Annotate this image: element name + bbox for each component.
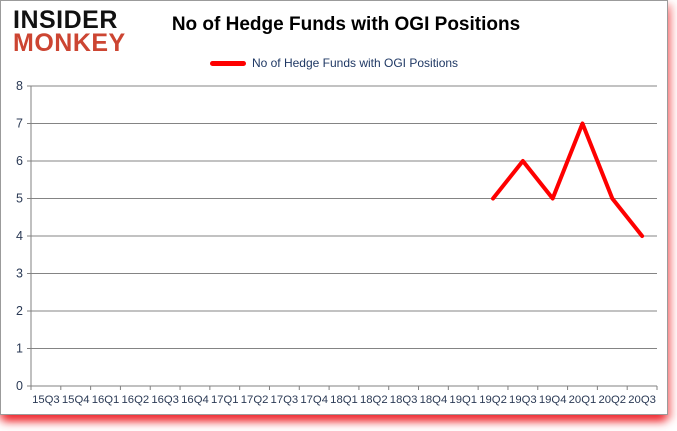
svg-text:19Q1: 19Q1 <box>449 394 477 406</box>
legend-label: No of Hedge Funds with OGI Positions <box>251 56 459 70</box>
svg-text:20Q1: 20Q1 <box>569 394 597 406</box>
legend-line-swatch <box>209 60 246 66</box>
svg-text:16Q3: 16Q3 <box>151 394 179 406</box>
svg-text:16Q4: 16Q4 <box>181 394 209 406</box>
svg-text:15Q4: 15Q4 <box>62 394 90 406</box>
svg-text:7: 7 <box>16 117 23 131</box>
svg-text:18Q2: 18Q2 <box>360 394 388 406</box>
legend: No of Hedge Funds with OGI Positions <box>1 56 667 70</box>
svg-text:19Q4: 19Q4 <box>539 394 567 406</box>
svg-text:8: 8 <box>16 79 23 93</box>
svg-text:15Q3: 15Q3 <box>32 394 60 406</box>
svg-text:16Q2: 16Q2 <box>122 394 150 406</box>
chart-card: INSIDER MONKEY No of Hedge Funds with OG… <box>0 0 668 415</box>
svg-text:4: 4 <box>16 229 23 243</box>
svg-text:19Q3: 19Q3 <box>509 394 537 406</box>
svg-text:3: 3 <box>16 267 23 281</box>
svg-text:2: 2 <box>16 304 23 318</box>
svg-text:6: 6 <box>16 154 23 168</box>
svg-text:0: 0 <box>16 379 23 393</box>
insider-monkey-logo: INSIDER MONKEY <box>13 6 126 57</box>
logo-line-monkey: MONKEY <box>13 29 126 57</box>
svg-text:17Q4: 17Q4 <box>300 394 328 406</box>
svg-text:17Q1: 17Q1 <box>211 394 239 406</box>
svg-text:18Q1: 18Q1 <box>330 394 358 406</box>
svg-text:20Q3: 20Q3 <box>628 394 656 406</box>
logo-line-insider: INSIDER <box>13 6 118 34</box>
svg-text:17Q3: 17Q3 <box>271 394 299 406</box>
svg-text:19Q2: 19Q2 <box>479 394 507 406</box>
svg-text:17Q2: 17Q2 <box>241 394 269 406</box>
svg-text:18Q3: 18Q3 <box>390 394 418 406</box>
svg-text:20Q2: 20Q2 <box>598 394 626 406</box>
svg-text:5: 5 <box>16 192 23 206</box>
svg-text:1: 1 <box>16 342 23 356</box>
page-title: No of Hedge Funds with OGI Positions <box>171 14 521 35</box>
svg-text:18Q4: 18Q4 <box>420 394 448 406</box>
svg-text:16Q1: 16Q1 <box>92 394 120 406</box>
